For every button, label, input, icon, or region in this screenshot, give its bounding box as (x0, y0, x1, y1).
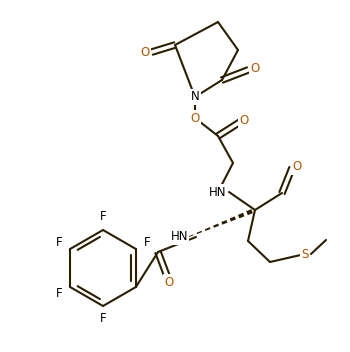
Text: O: O (292, 161, 302, 174)
Text: O: O (239, 114, 248, 127)
Text: HN: HN (170, 231, 188, 244)
Text: HN: HN (209, 186, 227, 199)
Text: S: S (301, 247, 309, 260)
Text: F: F (100, 313, 106, 326)
Text: F: F (100, 210, 106, 224)
Text: N: N (191, 90, 199, 103)
Text: O: O (190, 112, 199, 125)
Text: F: F (144, 236, 150, 249)
Text: O: O (250, 62, 260, 75)
Text: F: F (56, 287, 62, 300)
Text: O: O (140, 45, 150, 58)
Text: F: F (56, 236, 62, 249)
Text: O: O (164, 276, 174, 289)
